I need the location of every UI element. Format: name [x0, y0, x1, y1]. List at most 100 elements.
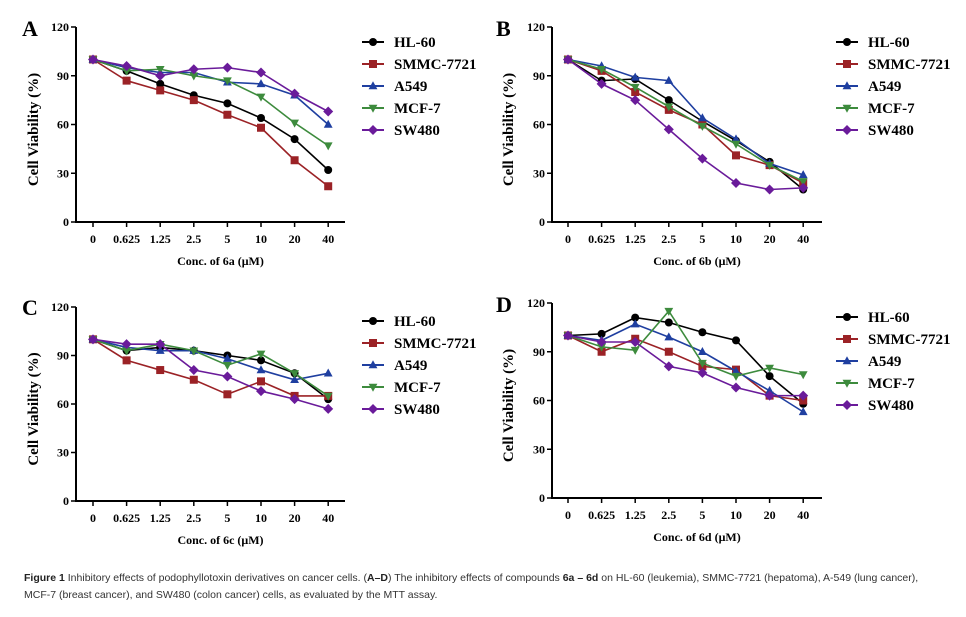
- legend-marker: [843, 335, 851, 343]
- y-axis-title: Cell Viability (%): [26, 352, 42, 465]
- data-point: [88, 54, 98, 65]
- chart-panel-b: B 0 30 60 90 120 0 0.625 1.25 2.5 5 10 20 40 Conc. of …: [496, 16, 951, 268]
- y-tick-label: 90: [57, 349, 69, 363]
- data-point: [563, 54, 573, 65]
- data-point: [256, 350, 266, 359]
- data-point: [731, 382, 741, 393]
- x-tick-label: 0: [90, 232, 96, 246]
- legend-label: MCF-7: [868, 376, 915, 392]
- legend-item: SW480: [362, 123, 440, 139]
- data-point: [630, 95, 641, 106]
- data-point: [122, 347, 131, 356]
- legend-marker: [369, 60, 377, 68]
- legend-item: HL-60: [836, 35, 910, 51]
- legend-label: SMMC-7721: [394, 57, 477, 73]
- data-point: [156, 79, 165, 88]
- legend-item: A549: [362, 79, 427, 95]
- data-point: [289, 394, 300, 405]
- legend-item: HL-60: [362, 314, 436, 330]
- data-point: [698, 346, 707, 355]
- legend: HL-60 SMMC-7721 A549 MCF-7 SW480: [362, 314, 477, 418]
- series-line: [567, 58, 804, 183]
- data-point: [597, 329, 606, 338]
- series-hl-60: [564, 55, 808, 194]
- y-tick-label: 90: [533, 69, 545, 83]
- legend-marker: [843, 60, 851, 68]
- data-point: [122, 67, 131, 76]
- data-point: [323, 403, 334, 414]
- data-point: [256, 365, 266, 374]
- data-point: [765, 161, 774, 170]
- series-mcf-7: [563, 307, 808, 381]
- legend-label: SW480: [868, 123, 914, 139]
- data-point: [122, 76, 131, 85]
- series-line: [92, 338, 329, 381]
- x-axis-title: Conc. of 6b (μM): [653, 254, 740, 268]
- legend-marker: [369, 339, 377, 347]
- series-line: [92, 58, 329, 147]
- data-point: [664, 307, 674, 316]
- y-tick-label: 120: [527, 20, 545, 34]
- x-tick-label: 0.625: [113, 232, 140, 246]
- y-tick-label: 90: [57, 69, 69, 83]
- series-sw480: [88, 54, 334, 117]
- legend-marker: [368, 104, 378, 113]
- series-line: [567, 334, 804, 402]
- data-point: [121, 61, 132, 71]
- data-point: [798, 407, 808, 416]
- series-mcf-7: [563, 56, 808, 187]
- data-point: [155, 66, 165, 75]
- legend-marker: [842, 356, 852, 365]
- data-point: [155, 339, 166, 350]
- legend-label: MCF-7: [868, 101, 915, 117]
- data-point: [222, 371, 233, 382]
- legend-label: A549: [394, 79, 427, 95]
- x-axis-title: Conc. of 6a (μM): [177, 254, 264, 268]
- figure-caption: Figure 1 Inhibitory effects of podophyll…: [24, 570, 944, 604]
- series-line: [567, 58, 804, 191]
- data-point: [597, 66, 606, 75]
- data-point: [630, 319, 640, 328]
- data-point: [189, 96, 198, 105]
- data-point: [597, 347, 606, 356]
- x-tick-label: 20: [289, 232, 301, 246]
- y-tick-label: 0: [63, 494, 69, 508]
- data-point: [798, 371, 808, 380]
- legend-label: SW480: [394, 123, 440, 139]
- chart-panel-a: A 0 30 60 90 120 0 0.625 1.25 2.5 5 10 20 40 Conc. of …: [22, 16, 477, 268]
- x-axis-title: Conc. of 6c (μM): [177, 533, 263, 547]
- data-point: [630, 72, 640, 81]
- y-tick-label: 60: [57, 397, 69, 411]
- series-line: [92, 338, 329, 397]
- x-tick-label: 0: [90, 511, 96, 525]
- data-point: [698, 359, 707, 368]
- x-tick-label: 40: [322, 232, 334, 246]
- data-point: [223, 99, 232, 108]
- data-point: [290, 119, 299, 128]
- caption-compound-start: 6a: [562, 572, 575, 584]
- x-tick-label: 0.625: [113, 511, 140, 525]
- y-tick-label: 0: [539, 491, 545, 505]
- data-point: [596, 337, 607, 347]
- series-line: [567, 323, 804, 413]
- legend-label: HL-60: [868, 35, 910, 51]
- data-point: [798, 390, 809, 401]
- legend-item: MCF-7: [362, 380, 441, 396]
- data-point: [256, 386, 266, 397]
- data-point: [223, 362, 232, 370]
- data-point: [697, 367, 708, 378]
- data-point: [290, 374, 299, 383]
- data-point: [290, 135, 299, 144]
- data-point: [324, 166, 333, 174]
- data-point: [664, 318, 673, 327]
- legend-item: A549: [362, 358, 427, 374]
- y-tick-label: 60: [533, 394, 545, 408]
- data-point: [563, 330, 573, 341]
- legend-item: SW480: [836, 398, 914, 414]
- series-line: [92, 58, 329, 187]
- data-point: [323, 392, 333, 401]
- data-point: [189, 375, 198, 384]
- data-point: [223, 77, 232, 86]
- y-tick-label: 90: [533, 345, 545, 359]
- legend-item: SMMC-7721: [836, 57, 951, 73]
